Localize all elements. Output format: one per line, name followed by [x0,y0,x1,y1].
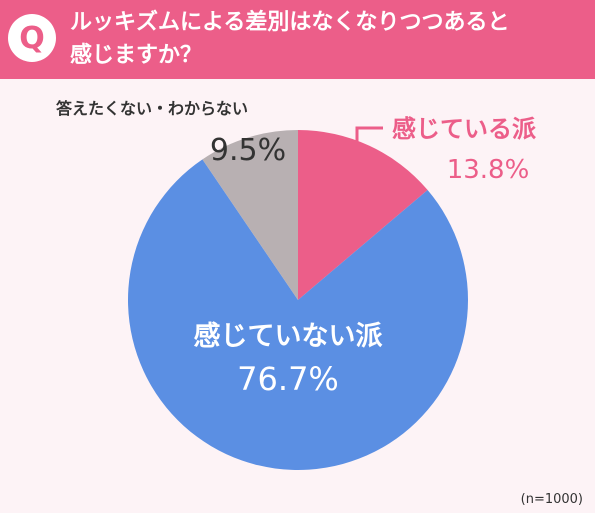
question-line-1: ルッキズムによる差別はなくなりつつあると [70,10,510,35]
q-badge-letter: Q [19,20,45,56]
leader-line-feel [355,126,383,162]
slice-feel [298,130,428,300]
slice-unsure [202,130,298,300]
question-header: Q ルッキズムによる差別はなくなりつつあると 感じますか？ [0,0,595,79]
value-not-feel: 76.7% [237,360,339,398]
question-line-2: 感じますか？ [70,43,203,68]
slice-not-feel [128,159,469,471]
value-unsure: 9.5% [210,133,286,168]
sample-size-note: (n=1000) [520,492,583,507]
label-unsure: 答えたくない・わからない [56,99,248,118]
value-feel: 13.8% [447,155,530,185]
label-not-feel: 感じていない派 [194,320,383,352]
question-text: ルッキズムによる差別はなくなりつつあると 感じますか？ [70,6,585,72]
label-feel: 感じている派 [392,115,536,143]
q-badge: Q [8,14,56,62]
